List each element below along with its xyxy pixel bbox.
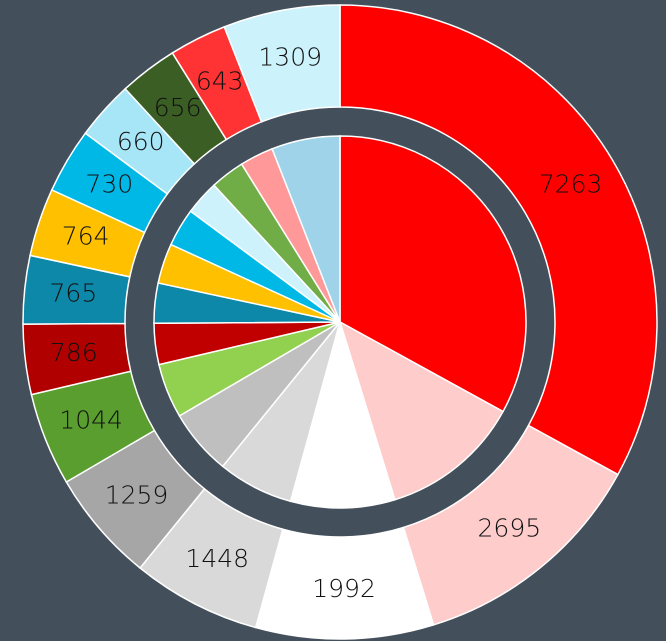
outer-slice bbox=[339, 4, 658, 476]
slice-label: 765 bbox=[50, 279, 98, 308]
inner-slice bbox=[289, 319, 396, 509]
outer-slice bbox=[223, 4, 341, 123]
slice-label: 1259 bbox=[105, 480, 169, 509]
slice-label: 764 bbox=[62, 222, 110, 251]
slice-label: 786 bbox=[50, 338, 98, 367]
slice-label: 730 bbox=[85, 170, 133, 199]
slice-label: 1448 bbox=[185, 544, 249, 573]
slice-label: 1992 bbox=[312, 574, 376, 603]
inner-slice bbox=[338, 320, 505, 501]
slice-label: 1309 bbox=[258, 43, 322, 72]
slice-label: 1044 bbox=[59, 405, 123, 434]
slice-label: 7263 bbox=[539, 170, 603, 199]
slice-label: 660 bbox=[117, 127, 165, 156]
inner-slice bbox=[339, 135, 527, 413]
slice-label: 2695 bbox=[478, 514, 542, 543]
slice-label: 656 bbox=[154, 93, 202, 122]
slice-label: 643 bbox=[196, 67, 244, 96]
inner-slice bbox=[271, 135, 341, 323]
